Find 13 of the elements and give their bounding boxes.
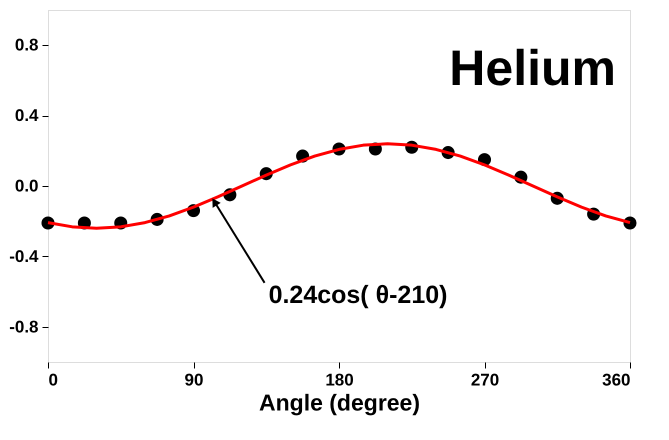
x-axis-title: Angle (degree): [258, 390, 420, 416]
y-tick-label: -0.4: [9, 246, 40, 266]
y-tick-label: 0.8: [14, 36, 38, 55]
x-tick-label: 180: [325, 370, 354, 390]
y-tick-label: -0.8: [9, 317, 38, 336]
y-tick-label: 0.4: [14, 106, 40, 126]
x-tick-label: 90: [184, 370, 204, 390]
x-tick-label: 0: [48, 370, 58, 390]
annotation: Helium: [449, 40, 616, 96]
annotation: 0.24cos( θ-210): [268, 280, 448, 309]
y-tick-label: 0.0: [14, 176, 38, 196]
x-tick-label: 360: [602, 370, 630, 390]
x-tick-label: 270: [470, 370, 500, 390]
